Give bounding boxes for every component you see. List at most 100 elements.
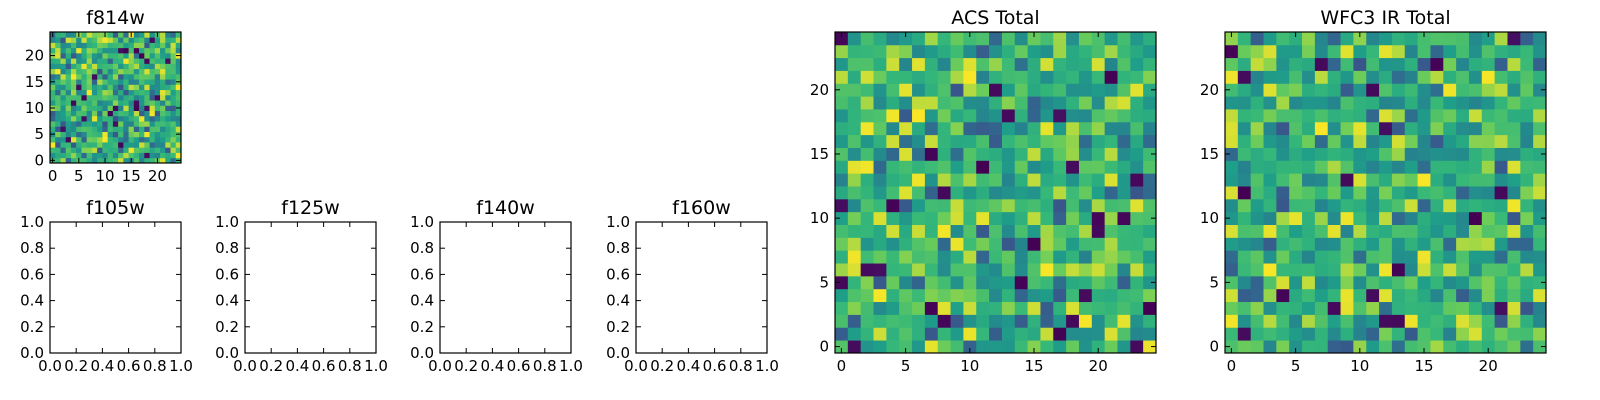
heatmap-cell [1417,275,1431,290]
heatmap-cell [924,32,939,46]
heatmap-cell [1456,224,1470,238]
heatmap-cell [1053,109,1067,123]
heatmap-cell [1225,301,1239,315]
heatmap-cell [1391,314,1406,328]
heatmap-cell [1417,147,1431,161]
heatmap-cell [97,136,103,143]
heatmap-cell [1456,250,1470,264]
axes-frame [834,31,1157,354]
heatmap-cell [963,173,977,187]
heatmap-cell [1481,147,1496,161]
heatmap-cell [873,70,887,84]
heatmap-cell [1027,275,1041,290]
heatmap-cell [1353,314,1367,328]
heatmap-cell [1237,301,1252,315]
heatmap-cell [1417,173,1431,187]
heatmap-cell [1314,173,1329,187]
heatmap-cell [1443,186,1457,200]
heatmap-cell [1314,121,1329,136]
heatmap-cell [112,52,119,59]
heatmap-cell [989,160,1003,174]
heatmap-cell [1289,263,1303,277]
x-tick-label: 0.0 [428,357,452,375]
heatmap-cell [1143,96,1157,110]
heatmap-cell [1494,121,1508,136]
heatmap-cell [133,121,140,127]
heatmap-cell [1289,109,1303,123]
heatmap-cell [128,152,135,159]
heatmap-cell [1027,186,1041,200]
heatmap-cell [873,250,887,264]
heatmap-cell [1237,198,1252,213]
heatmap-cell [1130,288,1144,303]
heatmap-cell [81,89,88,96]
heatmap-cell [873,275,887,290]
heatmap-cell [160,63,166,70]
heatmap-cell [1404,340,1418,354]
heatmap-cell [1327,70,1341,84]
heatmap-cell [1468,160,1483,174]
heatmap-cell [81,110,88,117]
heatmap-cell [1276,70,1290,84]
heatmap-cell [899,147,913,161]
heatmap-cell [1366,96,1380,110]
heatmap-cell [1494,83,1508,97]
axes-frame [635,221,768,354]
heatmap-cell [107,63,114,70]
x-tick-label: 15 [1024,357,1043,375]
heatmap-cell [133,63,140,70]
heatmap-cell [107,110,114,117]
heatmap-cell [86,136,93,143]
heatmap-cell [144,147,150,153]
heatmap-cell [170,84,177,91]
heatmap-cell [1066,109,1080,123]
heatmap-cell [50,115,56,122]
heatmap-cell [107,121,114,127]
heatmap-cell [1104,211,1118,225]
subplot-title: f105w [86,197,145,219]
heatmap-cell [1533,186,1547,200]
heatmap-cell [1327,32,1341,46]
heatmap-cell [1314,301,1329,315]
heatmap-cell [128,52,135,59]
heatmap-cell [144,63,150,70]
heatmap-cell [1143,250,1157,264]
heatmap-cell [1533,109,1547,123]
heatmap-cell [937,198,951,213]
heatmap-cell [1078,301,1093,315]
heatmap-cell [1276,211,1290,225]
heatmap-cell [976,121,990,136]
heatmap-cell [1314,96,1329,110]
heatmap-cell [1001,340,1016,354]
heatmap-cell [107,84,114,91]
x-tick-label: 0.0 [38,357,62,375]
heatmap-cell [1014,340,1028,354]
heatmap-cell [1014,134,1028,148]
heatmap-cell [1443,134,1457,148]
heatmap-cell [160,121,166,127]
heatmap-cell [91,121,98,127]
heatmap-cell [1130,198,1144,213]
heatmap-cell [1001,70,1016,84]
heatmap-cell [139,126,145,132]
x-tick-label: 0.8 [143,357,167,375]
heatmap-cell [899,250,913,264]
heatmap-cell [1078,121,1093,136]
heatmap-cell [1379,121,1393,136]
heatmap-cell [76,115,82,122]
heatmap-cell [912,275,926,290]
x-tick-label: 0.8 [729,357,753,375]
heatmap-cell [65,89,72,96]
heatmap-cell [1314,211,1329,225]
heatmap-cell [950,314,964,328]
heatmap-cell [1250,70,1264,84]
heatmap-cell [50,136,56,143]
heatmap-cell [912,57,926,71]
heatmap-cell [1520,211,1534,225]
heatmap-cell [144,79,150,85]
heatmap-cell [154,79,161,85]
heatmap-cell [165,126,171,132]
heatmap-cell [1430,211,1444,225]
heatmap-cell [1443,70,1457,84]
heatmap-cell [1276,301,1290,315]
